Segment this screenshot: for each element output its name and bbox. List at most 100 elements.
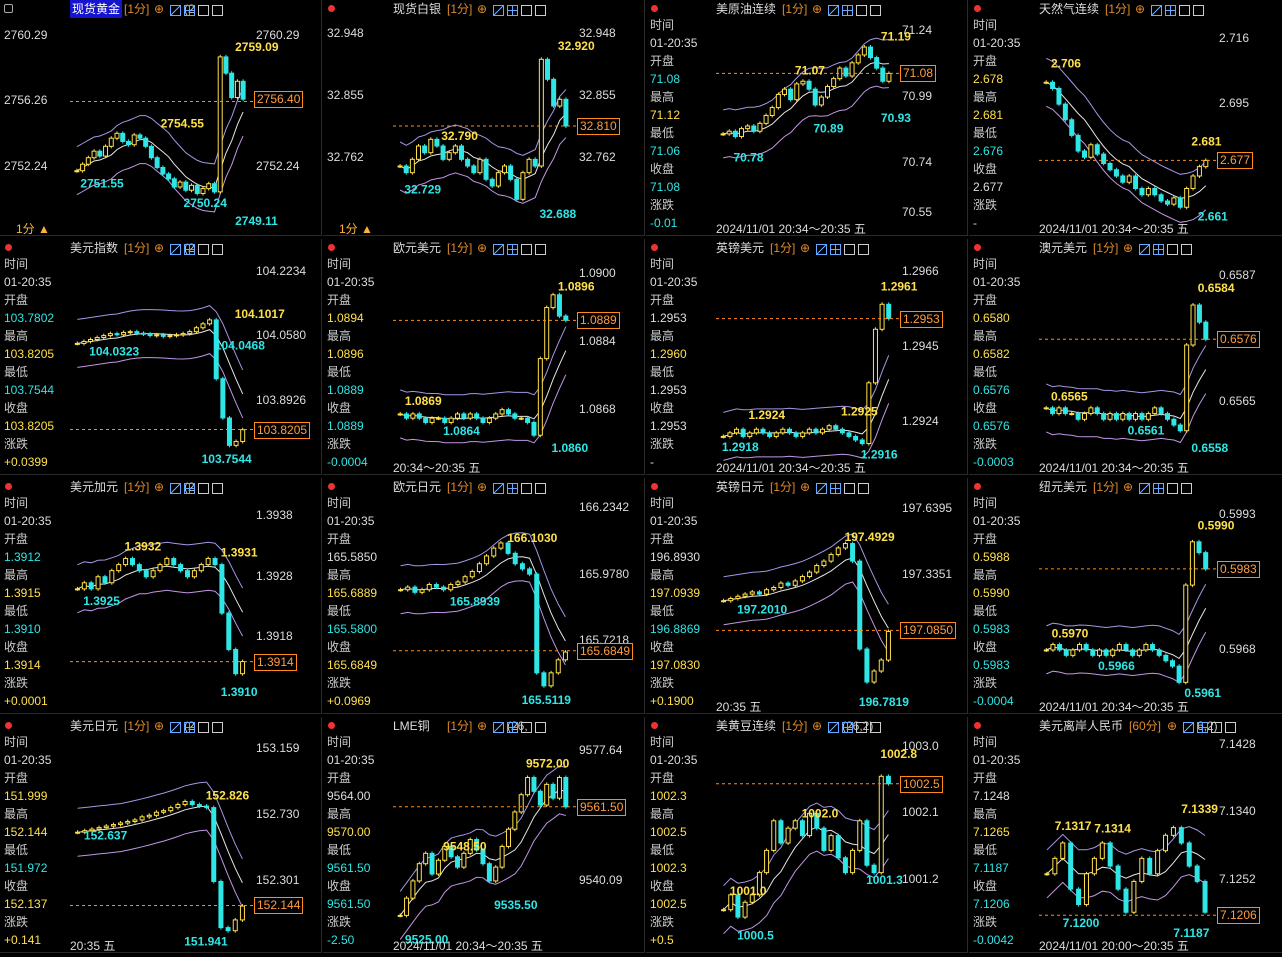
chart-type-icon[interactable]: [212, 5, 223, 16]
layout-icon[interactable]: [198, 5, 209, 16]
chart-panel-4[interactable]: 104.1017 104.0323 104.0468 103.7544 美元指数 [1分]…: [0, 239, 322, 475]
record-icon[interactable]: [974, 483, 981, 490]
period-label[interactable]: [1分]: [124, 480, 150, 494]
record-icon[interactable]: [974, 5, 981, 12]
layout-icon[interactable]: [856, 722, 867, 733]
record-icon[interactable]: [651, 244, 658, 251]
chart-panel-13[interactable]: 9572.009548.509535.509525.00LME铜[1分]⊕(26…: [323, 717, 645, 953]
period-label[interactable]: [1分]: [124, 2, 150, 16]
chart-type-icon[interactable]: [212, 722, 223, 733]
chart-panel-11[interactable]: 0.5990 0.5970 0.5966 0.5961 纽元美元 [1分] ⊕ 时间 01-20…: [969, 478, 1282, 714]
period-label[interactable]: [1分]: [1105, 2, 1131, 16]
chart-tools[interactable]: [828, 720, 884, 738]
add-icon[interactable]: ⊕: [477, 241, 488, 255]
indicator-icon[interactable]: [828, 722, 839, 733]
period-label[interactable]: [1分]: [782, 2, 808, 16]
indicator-icon[interactable]: [170, 483, 181, 494]
period-label[interactable]: [1分]: [770, 241, 796, 255]
period-label[interactable]: [1分]: [447, 719, 473, 733]
chart-tools[interactable]: [493, 481, 549, 499]
add-icon[interactable]: ⊕: [154, 719, 165, 733]
chart-panel-3[interactable]: 2.706 2.681 2.661 天然气连续 [1分] ⊕ 时间 01-20:35 开盘 2.6…: [969, 0, 1282, 236]
indicator-icon[interactable]: [1139, 244, 1150, 255]
crosshair-icon[interactable]: [507, 5, 518, 16]
crosshair-icon[interactable]: [842, 5, 853, 16]
crosshair-icon[interactable]: [830, 244, 841, 255]
layout-icon[interactable]: [521, 5, 532, 16]
chart-tools[interactable]: [1139, 481, 1195, 499]
instrument-title[interactable]: 美元离岸人民币: [1039, 719, 1124, 733]
record-icon[interactable]: [5, 722, 12, 729]
chart-panel-8[interactable]: 1.39321.39311.39251.3910美元加元[1分]⊕(2时间01-…: [0, 478, 322, 714]
add-icon[interactable]: ⊕: [477, 719, 488, 733]
chart-type-icon[interactable]: [858, 244, 869, 255]
crosshair-icon[interactable]: [507, 483, 518, 494]
chart-panel-7[interactable]: 0.6584 0.6565 0.6561 0.6558 澳元美元 [1分] ⊕ 时间 01-20…: [969, 239, 1282, 475]
add-icon[interactable]: ⊕: [812, 719, 823, 733]
crosshair-icon[interactable]: [507, 722, 518, 733]
chart-tools[interactable]: [1151, 3, 1207, 21]
crosshair-icon[interactable]: [1153, 244, 1164, 255]
chart-type-icon[interactable]: [535, 483, 546, 494]
indicator-icon[interactable]: [493, 244, 504, 255]
layout-icon[interactable]: [1167, 244, 1178, 255]
crosshair-icon[interactable]: [842, 722, 853, 733]
indicator-icon[interactable]: [816, 244, 827, 255]
instrument-title[interactable]: 美元加元: [70, 480, 119, 494]
indicator-icon[interactable]: [493, 5, 504, 16]
layout-icon[interactable]: [1179, 5, 1190, 16]
layout-icon[interactable]: [521, 244, 532, 255]
instrument-title[interactable]: 天然气连续: [1039, 2, 1100, 16]
chart-panel-1[interactable]: 32.920 32.790 32.729 32.688 现货白银 [1分] ⊕ 32.948 3…: [323, 0, 645, 236]
layout-icon[interactable]: [521, 483, 532, 494]
chart-type-icon[interactable]: [1181, 244, 1192, 255]
chart-type-icon[interactable]: [212, 483, 223, 494]
crosshair-icon[interactable]: [830, 483, 841, 494]
instrument-title[interactable]: 美原油连续: [716, 2, 777, 16]
chart-panel-2[interactable]: 71.19 71.07 70.89 70.78 70.93 美原油连续 [1分] ⊕ 时间 01-…: [646, 0, 968, 236]
instrument-title[interactable]: 现货白银: [393, 2, 442, 16]
chart-type-icon[interactable]: [858, 483, 869, 494]
add-icon[interactable]: ⊕: [1123, 241, 1134, 255]
layout-icon[interactable]: [198, 722, 209, 733]
add-icon[interactable]: ⊕: [1167, 719, 1178, 733]
period-label[interactable]: [1分]: [1093, 480, 1119, 494]
period-label[interactable]: [1分]: [770, 480, 796, 494]
crosshair-icon[interactable]: [1153, 483, 1164, 494]
chart-tools[interactable]: [493, 720, 549, 738]
window-icon[interactable]: [4, 4, 13, 13]
indicator-icon[interactable]: [493, 483, 504, 494]
chart-tools[interactable]: [828, 3, 884, 21]
chart-panel-15[interactable]: 7.1317 7.1314 7.1339 7.1200 7.1187 美元离岸人民币 [60…: [969, 717, 1282, 953]
indicator-icon[interactable]: [493, 722, 504, 733]
chart-type-icon[interactable]: [535, 5, 546, 16]
chart-type-icon[interactable]: [535, 244, 546, 255]
instrument-title[interactable]: 纽元美元: [1039, 480, 1088, 494]
crosshair-icon[interactable]: [184, 244, 195, 255]
chart-panel-9[interactable]: 166.1030 165.8939 165.5119 欧元日元 [1分] ⊕ 时间 01-20…: [323, 478, 645, 714]
layout-icon[interactable]: [198, 483, 209, 494]
instrument-title[interactable]: 英镑日元: [716, 480, 765, 494]
crosshair-icon[interactable]: [1165, 5, 1176, 16]
instrument-title[interactable]: 美黄豆连续: [716, 719, 777, 733]
period-label[interactable]: [60分]: [1129, 719, 1162, 733]
chart-type-icon[interactable]: [870, 722, 881, 733]
chart-tools[interactable]: [816, 481, 872, 499]
period-label[interactable]: [1分]: [124, 241, 150, 255]
layout-icon[interactable]: [844, 483, 855, 494]
crosshair-icon[interactable]: [184, 722, 195, 733]
add-icon[interactable]: ⊕: [800, 241, 811, 255]
period-label[interactable]: [1分]: [782, 719, 808, 733]
chart-type-icon[interactable]: [212, 244, 223, 255]
record-icon[interactable]: [5, 483, 12, 490]
chart-type-icon[interactable]: [1181, 483, 1192, 494]
layout-icon[interactable]: [1167, 483, 1178, 494]
add-icon[interactable]: ⊕: [812, 2, 823, 16]
add-icon[interactable]: ⊕: [154, 241, 165, 255]
crosshair-icon[interactable]: [507, 244, 518, 255]
chart-panel-12[interactable]: 152.826152.637151.941美元日元[1分]⊕(2时间01-20:…: [0, 717, 322, 953]
period-label[interactable]: [1分]: [447, 480, 473, 494]
record-icon[interactable]: [651, 722, 658, 729]
instrument-title[interactable]: 现货黄金: [70, 0, 123, 18]
instrument-title[interactable]: 欧元日元: [393, 480, 442, 494]
